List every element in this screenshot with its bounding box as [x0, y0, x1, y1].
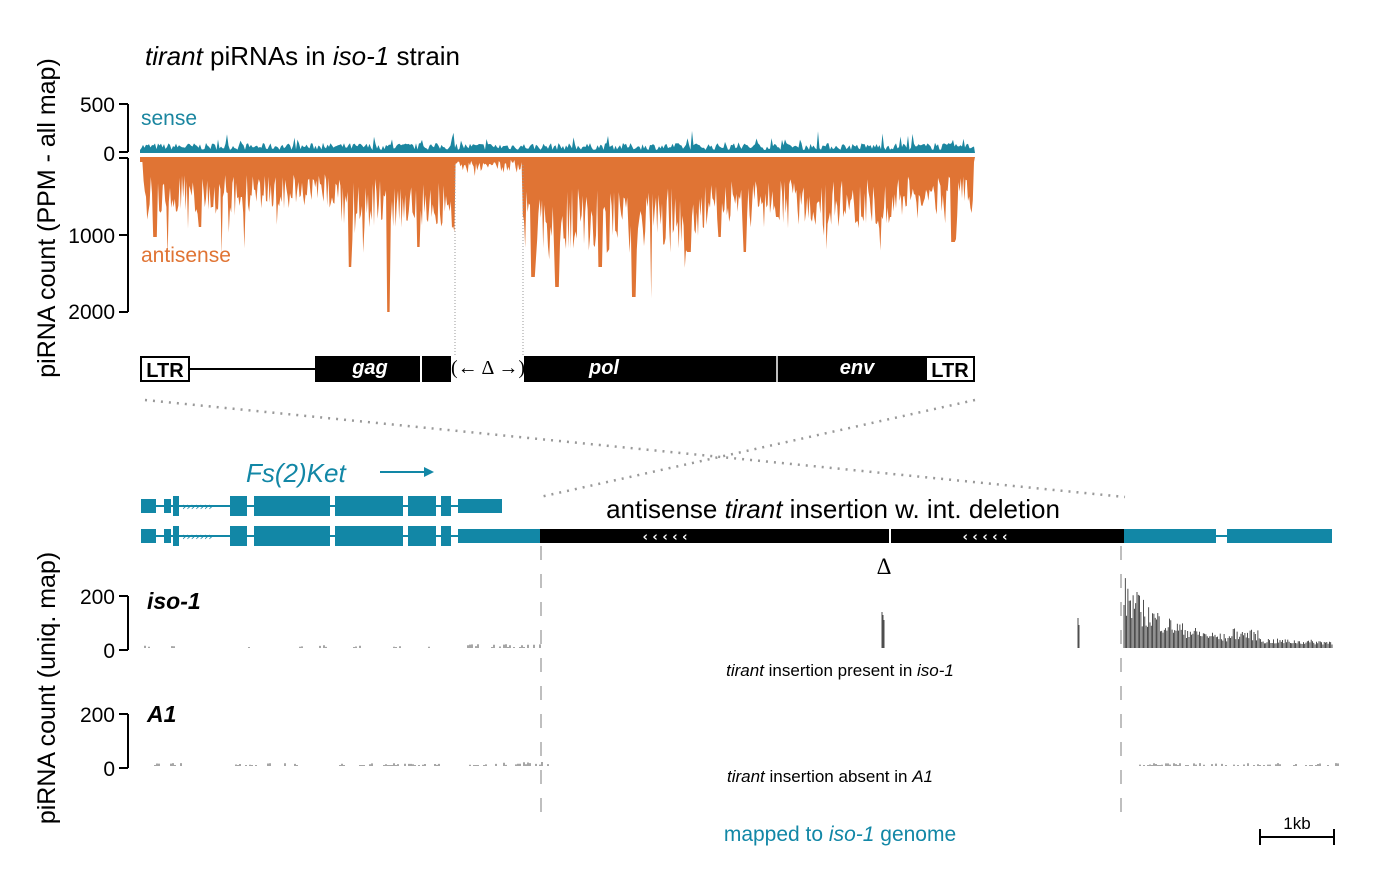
tick-1000: 1000 — [68, 225, 115, 248]
title-part: tirant — [145, 41, 205, 71]
antisense-label: antisense — [141, 244, 231, 267]
pol-label: pol — [588, 357, 619, 379]
title-part: piRNAs in — [203, 41, 333, 71]
sense-label: sense — [141, 107, 197, 130]
ltr-left-label: LTR — [146, 360, 184, 382]
zoom-connector-right — [539, 398, 976, 499]
svg-text:›››››››: ››››››› — [182, 500, 213, 513]
insertion-label-part: antisense — [606, 494, 725, 524]
a1-tick-0: 0 — [103, 758, 115, 781]
ltr-right-label: LTR — [931, 360, 969, 382]
transcript-1: ››››››› — [141, 496, 502, 516]
antisense-coverage-track — [140, 157, 975, 312]
iso1-track-name: iso-1 — [147, 588, 201, 614]
insertion-arrows-right: ‹ ‹ ‹ ‹ ‹ — [963, 530, 1008, 545]
note-part: tirant — [726, 661, 765, 680]
footer-part: mapped to — [724, 823, 829, 846]
title-part: strain — [389, 41, 460, 71]
gag-block — [315, 356, 451, 382]
ltr-right-box — [925, 356, 975, 382]
top-title: tirant piRNAs in iso-1 strain — [145, 41, 460, 71]
env-label: env — [840, 357, 876, 379]
note-part: iso-1 — [917, 661, 954, 680]
a1-note: tirant insertion absent in A1 — [727, 767, 933, 786]
iso1-axis — [119, 595, 129, 651]
footer-part: genome — [874, 823, 956, 846]
deletion-delta: Δ — [877, 554, 892, 579]
note-part: insertion present in — [764, 661, 917, 680]
a1-axis — [119, 713, 129, 769]
footer-mapping-note: mapped to iso-1 genome — [724, 823, 956, 846]
title-part: iso-1 — [333, 41, 389, 71]
note-part: tirant — [727, 767, 766, 786]
ltr-left-box — [140, 356, 190, 382]
insertion-label: antisense tirant insertion w. int. delet… — [606, 494, 1060, 524]
sense-coverage-track — [140, 130, 975, 153]
deletion-label: (← Δ →) — [451, 357, 525, 379]
insertion-label-part: insertion w. int. deletion — [782, 494, 1060, 524]
iso1-tick-200: 200 — [80, 586, 115, 609]
iso1-tick-0: 0 — [103, 640, 115, 663]
svg-text:›››››››: ››››››› — [182, 530, 213, 543]
a1-tick-200: 200 — [80, 704, 115, 727]
insertion-label-part: tirant — [725, 494, 785, 524]
gene-direction-arrow-icon — [380, 467, 434, 477]
note-part: A1 — [911, 767, 933, 786]
transcript-2: ››››››› — [141, 526, 1332, 546]
iso1-note: tirant insertion present in iso-1 — [726, 661, 954, 680]
scale-bar — [1259, 829, 1335, 845]
footer-part: iso-1 — [829, 823, 875, 846]
gag-label: gag — [351, 357, 388, 379]
pol-env-block — [524, 356, 926, 382]
top-antisense-axis — [119, 157, 129, 313]
bottom-y-axis-label: piRNA count (uniq. map) — [33, 552, 61, 824]
tick-0: 0 — [103, 143, 115, 166]
top-sense-axis — [119, 103, 129, 153]
a1-track-name: A1 — [146, 701, 176, 727]
a1-coverage-track — [154, 762, 1339, 766]
iso1-coverage-track — [144, 578, 1333, 648]
top-y-axis-label: piRNA count (PPM - all map) — [33, 58, 61, 378]
gene-name: Fs(2)Ket — [246, 458, 347, 488]
note-part: insertion absent in — [765, 767, 912, 786]
tirant-insertion-block — [540, 529, 1124, 543]
insertion-arrows-left: ‹ ‹ ‹ ‹ ‹ — [643, 530, 688, 545]
tick-500: 500 — [80, 94, 115, 117]
tick-2000: 2000 — [68, 301, 115, 324]
tirant-element-map: LTR gag (← Δ →) pol env LTR — [140, 356, 975, 382]
scale-bar-label: 1kb — [1283, 814, 1310, 833]
